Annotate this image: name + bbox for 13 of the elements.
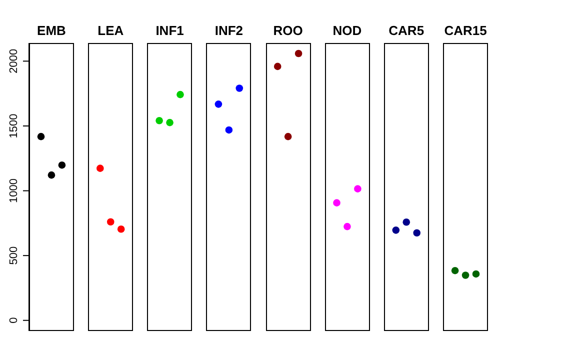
x-tick-label: INF1 — [156, 23, 184, 38]
y-tick-label: 2000 — [8, 48, 20, 74]
x-tick-label: CAR5 — [388, 23, 424, 38]
x-tick-label: INF2 — [214, 23, 244, 38]
x-tick-label: EMB — [37, 23, 66, 38]
y-tick-label: 1500 — [8, 114, 20, 138]
x-tick-label: ROO — [273, 23, 303, 38]
x-tick-label: CAR15 — [444, 23, 487, 38]
x-tick-label: NOD — [332, 23, 362, 38]
y-tick-label: 1000 — [8, 178, 20, 203]
x-tick-label: LEA — [98, 23, 124, 38]
y-tick-label: 500 — [8, 246, 20, 265]
y-tick-label: 0 — [8, 317, 20, 324]
